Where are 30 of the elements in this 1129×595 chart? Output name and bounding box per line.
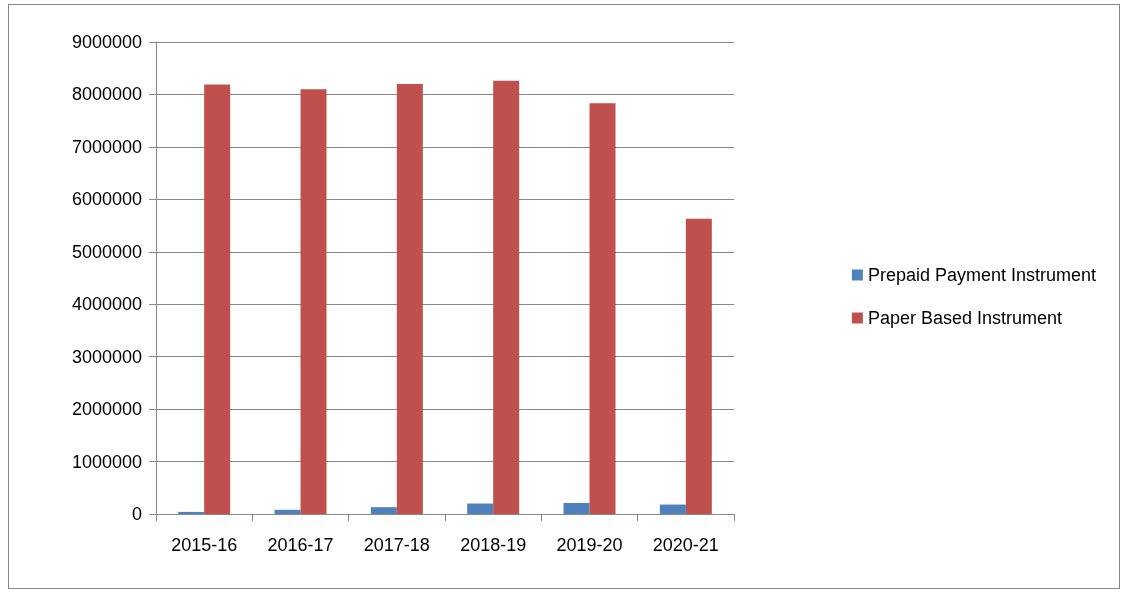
- x-tick-label: 2017-18: [363, 535, 430, 555]
- x-tick-label: 2015-16: [171, 535, 238, 555]
- bar: [370, 507, 397, 514]
- y-tick-label: 7000000: [71, 136, 142, 157]
- y-tick-label: 1000000: [71, 451, 142, 472]
- y-tick-label: 0: [131, 504, 142, 524]
- bar: [467, 503, 494, 514]
- bar: [274, 509, 301, 514]
- y-tick-label: 8000000: [71, 84, 142, 105]
- y-tick-label: 9000000: [71, 32, 142, 52]
- bar: [659, 504, 686, 514]
- bar: [300, 89, 327, 514]
- y-tick-label: 5000000: [71, 241, 142, 262]
- legend-label: Prepaid Payment Instrument: [867, 265, 1097, 285]
- bar: [178, 511, 205, 514]
- x-tick-label: 2019-20: [556, 535, 623, 555]
- legend-label: Paper Based Instrument: [867, 308, 1062, 328]
- x-tick-label: 2018-19: [460, 535, 527, 555]
- y-tick-label: 3000000: [71, 346, 142, 367]
- bar: [396, 83, 423, 514]
- bar: [563, 502, 590, 514]
- bar: [685, 218, 712, 514]
- y-tick-label: 4000000: [71, 294, 142, 315]
- x-tick-label: 2020-21: [652, 535, 719, 555]
- bar: [204, 84, 231, 514]
- bar: [589, 103, 616, 514]
- x-tick-label: 2016-17: [267, 535, 334, 555]
- bar: [493, 80, 520, 514]
- y-tick-label: 6000000: [71, 189, 142, 210]
- y-tick-label: 2000000: [71, 399, 142, 420]
